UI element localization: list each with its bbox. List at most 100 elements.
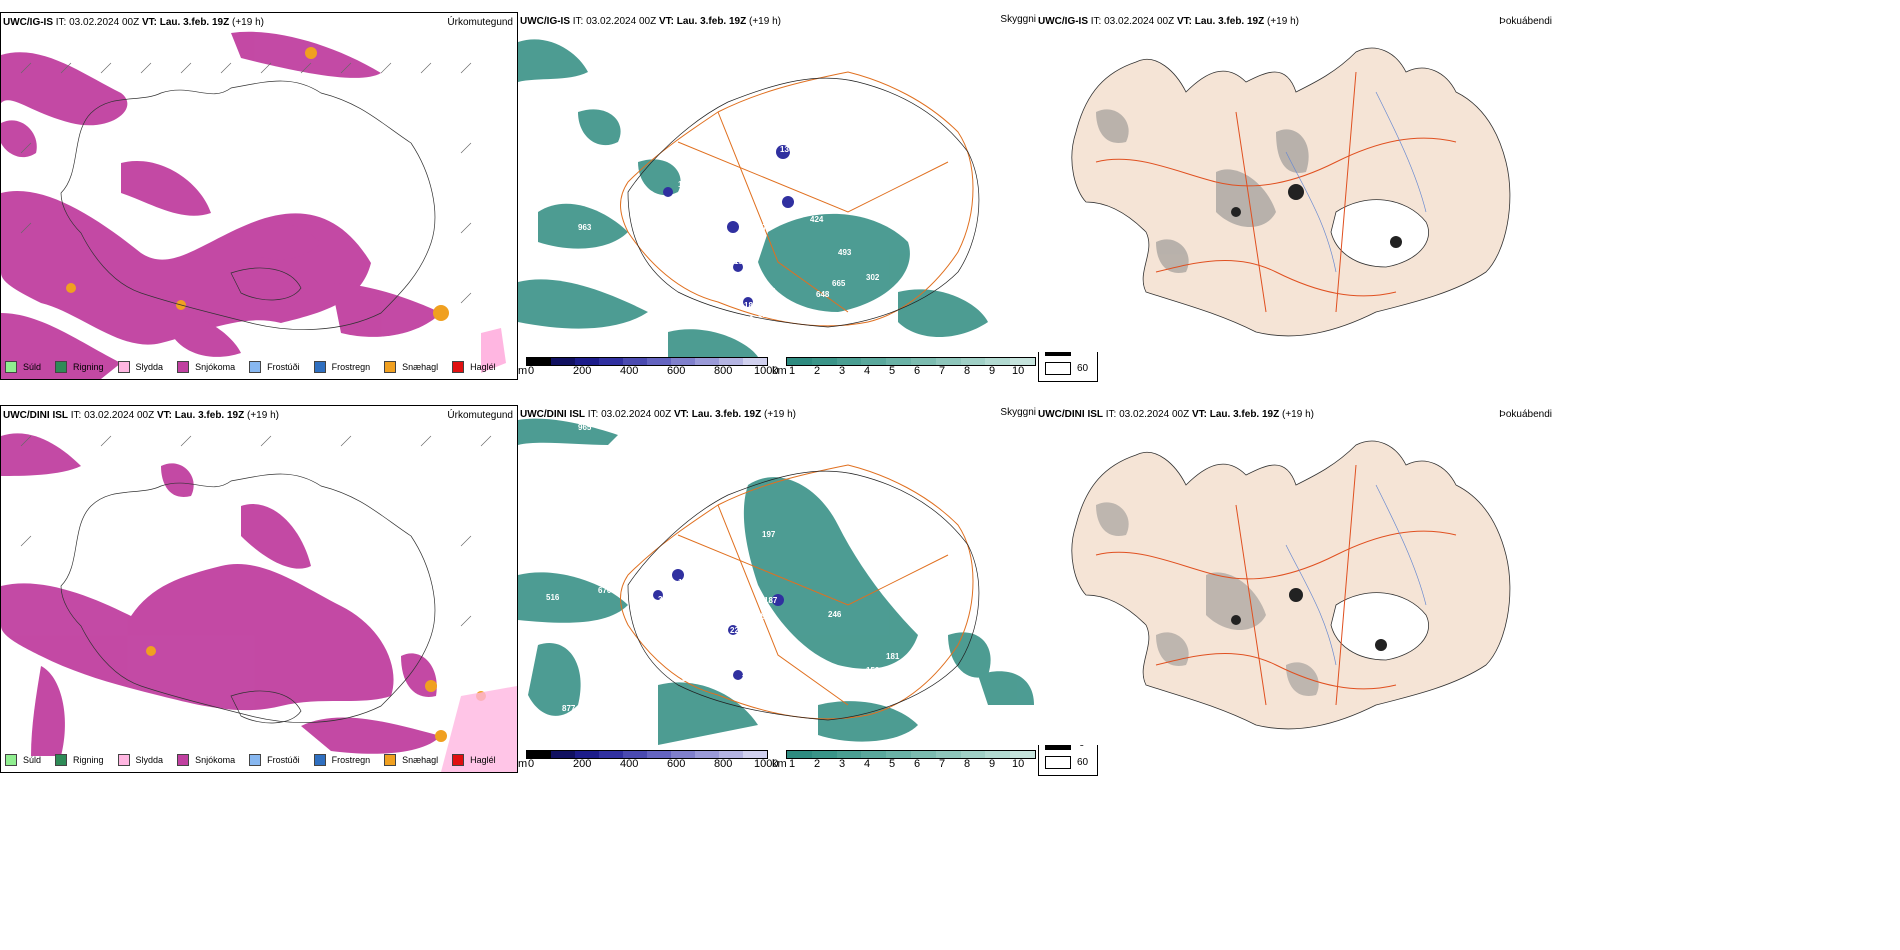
- ceiling-label: 122: [580, 506, 594, 515]
- ceiling-label: 355: [762, 287, 776, 296]
- ceiling-unit: m: [518, 758, 528, 770]
- ceiling-label: 233: [678, 245, 692, 254]
- vt-value: Lau. 3.feb. 19Z: [174, 410, 245, 421]
- cloud-title: Skyggni: [1000, 407, 1036, 418]
- it-label: IT:: [572, 16, 584, 27]
- tick-label: 600: [667, 365, 686, 377]
- fog-map: [1071, 47, 1511, 337]
- vt-label: VT:: [673, 409, 689, 420]
- tick-label: 7: [939, 758, 946, 770]
- ceiling-label: 991: [653, 198, 667, 207]
- ceiling-label: 132: [740, 315, 754, 324]
- ceiling-label: 195: [740, 287, 754, 296]
- ceiling-label: 648: [816, 290, 830, 299]
- vt-value: Lau. 3.feb. 19Z: [1194, 16, 1265, 27]
- tick-label: 4: [864, 365, 871, 377]
- model-code: UWC/IG-IS: [520, 16, 570, 27]
- ceiling-unit: m: [518, 365, 528, 377]
- ceiling-colorbar: [526, 357, 768, 366]
- ceiling-label: 105: [678, 578, 692, 587]
- ceiling-label: 159: [866, 666, 880, 675]
- legend-item-hail: Haglél: [452, 361, 496, 373]
- it-value: 03.02.2024 00Z: [69, 17, 140, 28]
- tick-label: 600: [667, 758, 686, 770]
- vt-value: Lau. 3.feb. 19Z: [159, 17, 230, 28]
- ceiling-label: 628: [640, 190, 654, 199]
- lead-time: (+19 h): [247, 410, 279, 421]
- tick-label: 800: [714, 365, 733, 377]
- it-label: IT:: [70, 410, 82, 421]
- tick-label: 1000: [754, 758, 779, 770]
- model-code: UWC/DINI ISL: [1038, 409, 1103, 420]
- legend-item-snow: Snjókoma: [177, 754, 235, 766]
- fog-scale-low: 60: [1077, 363, 1089, 374]
- it-value: 03.02.2024 00Z: [586, 16, 657, 27]
- visibility-map: 965 122 197 520 105 310 187 20 180 246 2…: [518, 418, 1034, 745]
- ceiling-label: 225: [694, 622, 708, 631]
- visibility-unit: km: [772, 365, 787, 377]
- cloud-title: Skyggni: [1000, 14, 1036, 25]
- ceiling-label: 118: [740, 301, 753, 310]
- ceiling-label: 951: [808, 330, 822, 339]
- swatch: [55, 361, 68, 373]
- model-code: UWC/IG-IS: [3, 17, 53, 28]
- ceiling-label: 153: [734, 257, 748, 266]
- tick-label: 1: [789, 365, 796, 377]
- it-value: 03.02.2024 00Z: [1104, 16, 1175, 27]
- swatch: [5, 754, 17, 766]
- ceiling-label: 670: [598, 586, 612, 595]
- tick-label: 0: [528, 758, 535, 770]
- swatch: [55, 754, 68, 766]
- legend-item-snow-pellets: Snæhagl: [384, 754, 438, 766]
- tick-label: 3: [839, 758, 846, 770]
- swatch: [177, 361, 190, 373]
- ceiling-visibility-panel-row2: UWC/DINI ISL IT: 03.02.2024 00Z VT: Lau.…: [518, 405, 1036, 773]
- swatch: [452, 754, 465, 766]
- tick-label: 5: [889, 758, 896, 770]
- vt-label: VT:: [658, 16, 674, 27]
- ceiling-label: 965: [578, 423, 592, 432]
- visibility-colorbar: [786, 357, 1036, 366]
- fog-indicator-panel-row2: UWC/DINI ISL IT: 03.02.2024 00Z VT: Lau.…: [1036, 405, 1554, 745]
- tick-label: 7: [939, 365, 946, 377]
- swatch: [313, 361, 326, 373]
- ceiling-label: 130: [780, 145, 794, 154]
- fog-swatch-light: [1045, 362, 1071, 375]
- ceiling-label: 99: [666, 197, 675, 206]
- legend-item-hail: Haglél: [452, 754, 496, 766]
- lead-time: (+19 h): [232, 17, 264, 28]
- legend-item-freezing-drizzle: Frostúði: [249, 754, 300, 766]
- ceiling-label: 302: [866, 273, 880, 282]
- precip-legend: Súld Rigning Slydda Snjókoma Frostúði Fr…: [5, 754, 510, 766]
- ceiling-label: 122: [768, 203, 782, 212]
- tick-label: 5: [889, 365, 896, 377]
- it-label: IT:: [55, 17, 67, 28]
- ceiling-label: 91: [758, 310, 767, 319]
- tick-label: 8: [964, 365, 971, 377]
- tick-label: 1000: [754, 365, 779, 377]
- swatch: [384, 361, 397, 373]
- ceiling-label: 111: [678, 180, 691, 189]
- visibility-map: 963 628 111 991 99 122 32 278 424 130 15…: [518, 39, 988, 357]
- legend-item-sleet: Slydda: [117, 754, 163, 766]
- fog-swatch-light: [1045, 756, 1071, 769]
- it-label: IT:: [1090, 16, 1102, 27]
- tick-label: 8: [964, 758, 971, 770]
- legend-item-sleet: Slydda: [117, 361, 163, 373]
- ceiling-label: 310: [658, 595, 672, 604]
- fog-indicator-panel-row1: UWC/IG-IS IT: 03.02.2024 00Z VT: Lau. 3.…: [1036, 12, 1554, 352]
- precip-map: [1, 31, 506, 379]
- vt-label: VT:: [141, 17, 157, 28]
- fog-title: Þokuábendi: [1499, 409, 1552, 420]
- ceiling-label: 597: [682, 674, 696, 683]
- tick-label: 6: [914, 758, 921, 770]
- ceiling-label: 246: [828, 610, 842, 619]
- ceiling-visibility-panel-row1: UWC/IG-IS IT: 03.02.2024 00Z VT: Lau. 3.…: [518, 12, 1036, 380]
- tick-label: 9: [989, 365, 996, 377]
- ceiling-label: 197: [762, 530, 776, 539]
- swatch: [452, 361, 465, 373]
- legend-item-freezing-rain: Frostregn: [313, 361, 370, 373]
- vt-label: VT:: [1191, 409, 1207, 420]
- swatch: [177, 754, 190, 766]
- lead-time: (+19 h): [1282, 409, 1314, 420]
